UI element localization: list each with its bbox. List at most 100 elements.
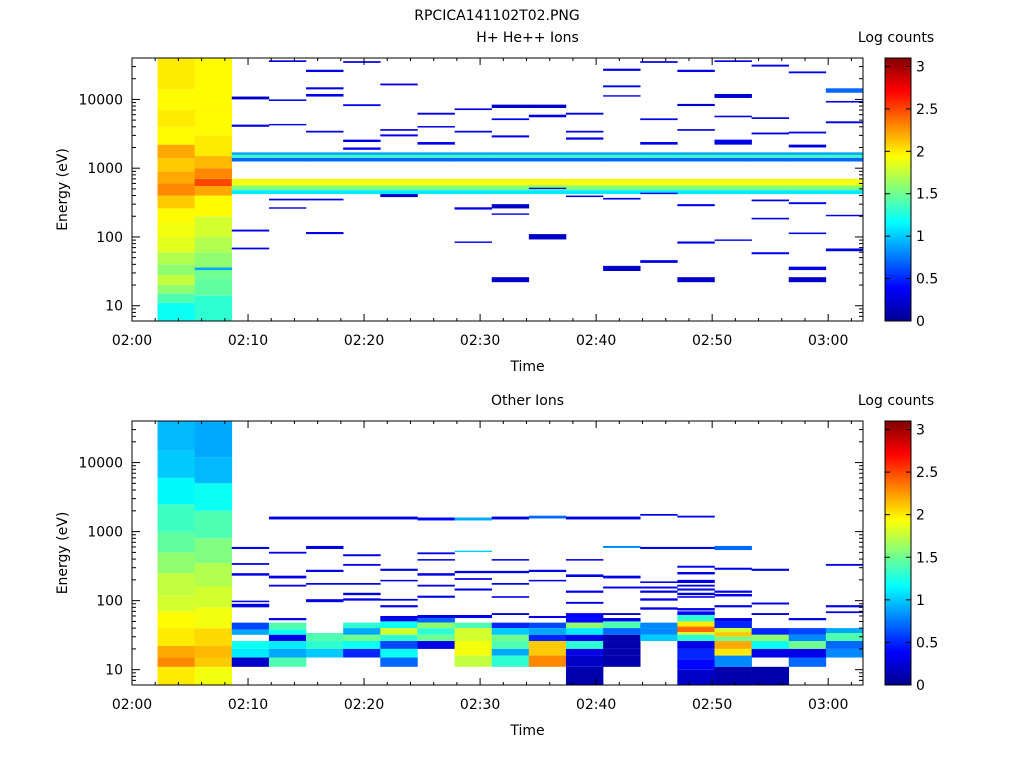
heatmap-cell — [640, 634, 678, 642]
heatmap-cell — [306, 583, 344, 585]
y-axis-label: Energy (eV) — [55, 148, 71, 231]
y-axis-label: Energy (eV) — [55, 512, 71, 595]
heatmap-cell — [528, 655, 567, 667]
heatmap-cell — [454, 241, 492, 243]
heatmap-cell — [825, 178, 864, 186]
panel-h-he-ions: 02:00 02:10 02:20 02:30 02:40 02:50 03:0010100… — [55, 30, 938, 375]
heatmap-cell — [157, 110, 195, 127]
heatmap-cell — [268, 157, 307, 162]
heatmap-cell — [751, 64, 790, 67]
heatmap-cell — [343, 628, 381, 635]
heatmap-cell — [343, 516, 381, 520]
heatmap-cell — [417, 618, 455, 623]
heatmap-cell — [380, 194, 418, 198]
heatmap-cell — [677, 546, 715, 549]
heatmap-cell — [640, 581, 678, 584]
heatmap-cell — [788, 185, 827, 191]
heatmap-cell — [825, 157, 864, 162]
heatmap-cell — [343, 641, 381, 649]
heatmap-cell — [640, 61, 678, 63]
heatmap-cell — [603, 575, 641, 579]
heatmap-cell — [306, 516, 344, 520]
heatmap-cell — [714, 605, 752, 608]
heatmap-cell — [788, 157, 827, 162]
heatmap-cell — [603, 154, 641, 158]
heatmap-cell — [565, 618, 604, 623]
colorbar-tick-label: 3 — [916, 59, 925, 75]
heatmap-cell — [231, 152, 270, 155]
heatmap-cell — [751, 666, 790, 685]
heatmap-cell — [268, 123, 307, 126]
heatmap-cell — [677, 592, 715, 596]
heatmap-cell — [343, 648, 381, 658]
heatmap-cell — [714, 157, 752, 162]
heatmap-cell — [194, 186, 233, 196]
heatmap-cell — [380, 648, 418, 658]
heatmap-cell — [380, 628, 418, 635]
heatmap-cell — [231, 573, 270, 576]
colorbar-tick-label: 2.5 — [916, 102, 938, 118]
heatmap-cell — [788, 202, 827, 205]
heatmap-cell — [380, 657, 418, 667]
heatmap-cell — [528, 187, 567, 190]
heatmap-cell — [565, 130, 604, 133]
colorbar-tick-label: 2 — [916, 144, 925, 160]
heatmap-cell — [380, 516, 418, 520]
heatmap-cell — [640, 118, 678, 121]
y-tick-label: 1000 — [87, 525, 123, 541]
heatmap-cell — [417, 584, 455, 587]
heatmap-cell — [380, 134, 418, 137]
heatmap-cell — [677, 626, 715, 633]
heatmap-cell — [491, 190, 530, 195]
heatmap-cell — [231, 546, 270, 549]
heatmap-cell — [640, 628, 678, 635]
heatmap-cells — [157, 421, 864, 685]
plot-frame — [131, 57, 864, 322]
heatmap-cell — [640, 622, 678, 629]
heatmap-cell — [454, 190, 492, 195]
heatmap-cell — [788, 71, 827, 74]
heatmap-cell — [380, 568, 418, 571]
heatmap-cell — [640, 178, 678, 186]
heatmap-cell — [343, 583, 381, 585]
heatmap-cell — [343, 190, 381, 195]
y-tick-label: 10 — [105, 299, 123, 315]
heatmap-cell — [194, 586, 233, 608]
heatmap-cell — [268, 516, 307, 520]
heatmap-cell — [751, 217, 790, 220]
heatmap-cell — [306, 232, 344, 235]
heatmap-cell — [751, 628, 790, 635]
heatmap-cell — [603, 178, 641, 186]
heatmap-cell — [528, 157, 567, 162]
x-axis-label: Time — [509, 723, 544, 739]
heatmap-cell — [603, 185, 641, 191]
colorbar-tick-label: 0.5 — [916, 635, 938, 651]
heatmap-cell — [565, 648, 604, 656]
heatmap-cell — [417, 595, 455, 598]
heatmap-cell — [380, 618, 418, 622]
heatmap-cell — [268, 657, 307, 667]
heatmap-cell — [380, 579, 418, 582]
heatmap-cell — [417, 178, 455, 186]
heatmap-cell — [417, 112, 455, 115]
heatmap-cell — [231, 641, 270, 649]
heatmap-cell — [454, 157, 492, 162]
heatmap-cell — [677, 614, 715, 622]
heatmap-cell — [491, 135, 530, 138]
heatmap-cell — [714, 567, 752, 570]
heatmap-cell — [454, 615, 492, 619]
heatmap-cell — [194, 646, 233, 658]
heatmap-cell — [677, 621, 715, 627]
heatmap-cell — [231, 190, 270, 195]
heatmap-cell — [194, 421, 233, 458]
heatmap-cell — [603, 516, 641, 520]
heatmap-cell — [603, 157, 641, 162]
heatmap-cell — [417, 517, 455, 521]
heatmap-cell — [714, 593, 752, 597]
heatmap-cell — [825, 100, 864, 103]
heatmap-cell — [640, 157, 678, 162]
heatmap-cell — [157, 646, 195, 658]
heatmap-cell — [268, 178, 307, 186]
x-tick-label: 02:40 — [576, 697, 616, 713]
heatmap-cell — [194, 538, 233, 564]
